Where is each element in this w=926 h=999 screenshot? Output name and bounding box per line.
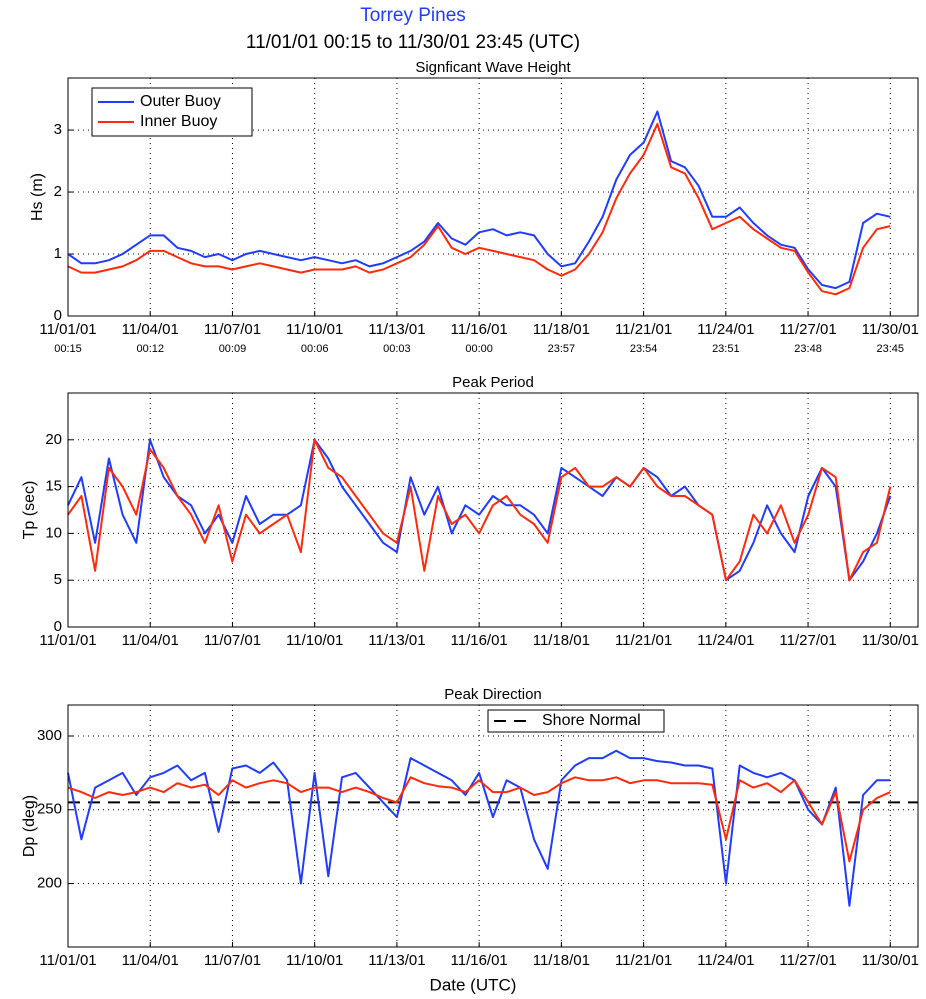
legend-label: Outer Buoy xyxy=(140,93,221,110)
x-tick-time: 23:57 xyxy=(548,343,576,355)
y-tick-label: 200 xyxy=(37,875,62,892)
x-tick-time: 00:03 xyxy=(383,343,411,355)
x-tick-label: 11/10/01 xyxy=(286,952,343,969)
x-tick-label: 11/07/01 xyxy=(204,321,261,338)
legend-label: Inner Buoy xyxy=(140,113,217,130)
axes-box xyxy=(67,704,919,948)
x-tick-label: 11/13/01 xyxy=(368,632,425,649)
panel-title: Signficant Wave Height xyxy=(415,59,571,76)
x-tick-label: 11/18/01 xyxy=(533,632,590,649)
x-tick-label: 11/16/01 xyxy=(451,952,508,969)
x-tick-label: 11/07/01 xyxy=(204,952,261,969)
page-subtitle: 11/01/01 00:15 to 11/30/01 23:45 (UTC) xyxy=(246,32,580,53)
y-tick-label: 5 xyxy=(54,571,62,588)
y-tick-label: 3 xyxy=(54,121,62,138)
x-tick-label: 11/10/01 xyxy=(286,321,343,338)
x-tick-time: 00:12 xyxy=(136,343,164,355)
x-tick-label: 11/21/01 xyxy=(615,632,672,649)
x-axis-label: Date (UTC) xyxy=(430,975,517,994)
y-tick-label: 300 xyxy=(37,727,62,744)
y-tick-label: 0 xyxy=(54,307,62,324)
x-tick-time: 00:06 xyxy=(301,343,329,355)
legend-label: Shore Normal xyxy=(542,712,641,729)
x-tick-label: 11/13/01 xyxy=(368,952,425,969)
y-tick-label: 2 xyxy=(54,183,62,200)
x-tick-label: 11/24/01 xyxy=(697,952,754,969)
x-tick-label: 11/27/01 xyxy=(779,952,836,969)
x-tick-label: 11/27/01 xyxy=(779,632,836,649)
x-tick-time: 23:48 xyxy=(794,343,822,355)
x-tick-label: 11/13/01 xyxy=(368,321,425,338)
x-tick-time: 00:00 xyxy=(465,343,493,355)
x-tick-time: 00:15 xyxy=(54,343,82,355)
data-line xyxy=(67,749,891,907)
y-tick-label: 0 xyxy=(54,618,62,635)
x-tick-label: 11/16/01 xyxy=(451,321,508,338)
x-tick-label: 11/01/01 xyxy=(39,632,96,649)
x-tick-label: 11/04/01 xyxy=(122,632,179,649)
y-tick-label: 10 xyxy=(45,524,62,541)
x-tick-label: 11/30/01 xyxy=(862,632,919,649)
y-axis-label: Dp (deg) xyxy=(21,795,38,857)
data-line xyxy=(67,776,891,863)
x-tick-label: 11/27/01 xyxy=(779,321,836,338)
x-tick-label: 11/24/01 xyxy=(697,632,754,649)
panel-title: Peak Period xyxy=(452,374,534,391)
y-axis-label: Tp (sec) xyxy=(21,481,38,540)
y-axis-label: Hs (m) xyxy=(29,173,46,221)
x-tick-label: 11/16/01 xyxy=(451,632,508,649)
x-tick-label: 11/30/01 xyxy=(862,321,919,338)
x-tick-label: 11/24/01 xyxy=(697,321,754,338)
data-line xyxy=(67,438,892,582)
x-tick-label: 11/18/01 xyxy=(533,321,590,338)
x-tick-label: 11/04/01 xyxy=(122,952,179,969)
y-tick-label: 15 xyxy=(45,478,62,495)
x-tick-label: 11/07/01 xyxy=(204,632,261,649)
x-tick-time: 23:54 xyxy=(630,343,658,355)
axes-box xyxy=(67,392,919,628)
x-tick-label: 11/21/01 xyxy=(615,321,672,338)
axes-box xyxy=(67,77,919,317)
x-tick-time: 00:09 xyxy=(219,343,247,355)
x-tick-label: 11/10/01 xyxy=(286,632,343,649)
x-tick-time: 23:51 xyxy=(712,343,740,355)
data-line xyxy=(67,110,891,290)
y-tick-label: 250 xyxy=(37,801,62,818)
legend-box xyxy=(91,87,253,137)
data-line xyxy=(67,438,892,582)
page-title: Torrey Pines xyxy=(360,5,466,26)
panel-title: Peak Direction xyxy=(444,686,542,703)
y-tick-label: 1 xyxy=(54,245,62,262)
data-line xyxy=(67,122,891,296)
x-tick-label: 11/01/01 xyxy=(39,952,96,969)
x-tick-label: 11/21/01 xyxy=(615,952,672,969)
x-tick-time: 23:45 xyxy=(877,343,905,355)
x-tick-label: 11/18/01 xyxy=(533,952,590,969)
y-tick-label: 20 xyxy=(45,431,62,448)
x-tick-label: 11/30/01 xyxy=(862,952,919,969)
x-tick-label: 11/01/01 xyxy=(39,321,96,338)
legend-box xyxy=(487,709,665,733)
x-tick-label: 11/04/01 xyxy=(122,321,179,338)
